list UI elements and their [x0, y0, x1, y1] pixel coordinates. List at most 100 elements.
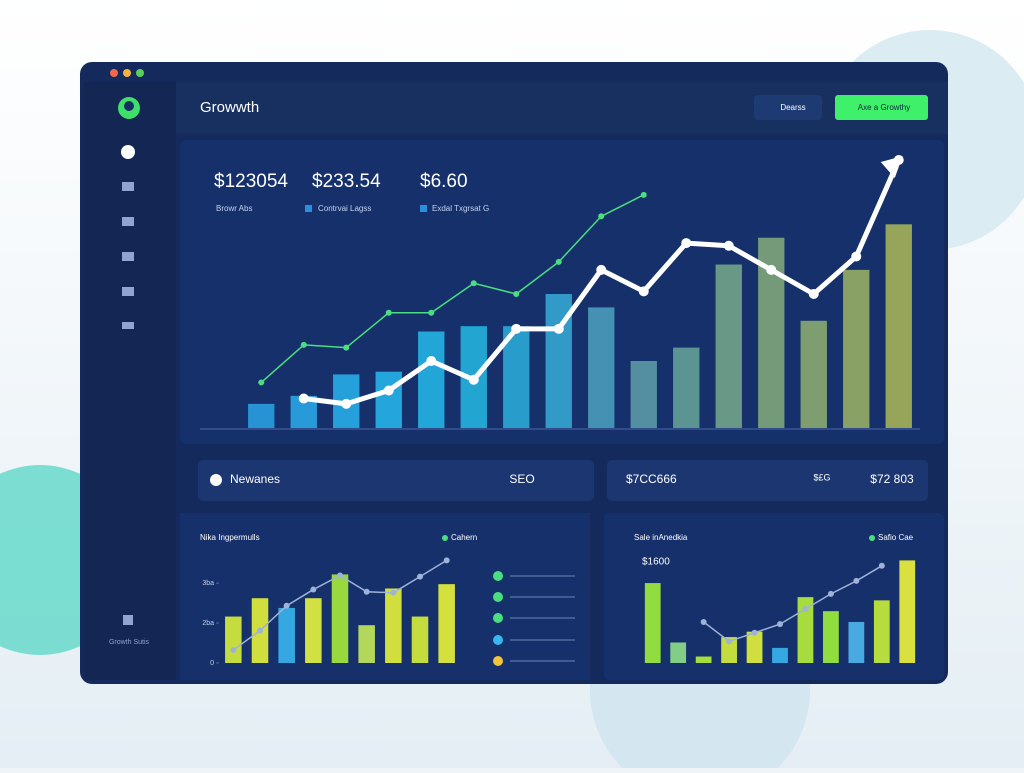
bar	[418, 331, 445, 428]
bar	[848, 621, 865, 663]
line-dot	[596, 264, 607, 275]
info-card[interactable]	[198, 460, 594, 501]
line-dot	[598, 213, 605, 220]
legend-label: Safio Cae	[878, 533, 914, 542]
line-dot	[283, 602, 290, 609]
window-dot[interactable]	[123, 69, 131, 77]
line-dot	[343, 344, 350, 351]
stat-swatch	[305, 205, 312, 212]
info-label: Newanes	[230, 472, 280, 486]
header	[176, 82, 948, 134]
main-panel	[180, 140, 944, 444]
line-dot	[726, 638, 733, 645]
bar	[873, 600, 890, 663]
info-icon	[210, 474, 222, 486]
list-dot	[493, 656, 503, 666]
list-dot	[493, 635, 503, 645]
y-tick-label: 3ba	[202, 580, 214, 587]
bar	[305, 598, 322, 663]
line	[260, 194, 645, 384]
bar	[715, 264, 742, 428]
bar	[248, 403, 275, 428]
nav-icon[interactable]	[122, 322, 134, 329]
legend-label: Cahern	[451, 533, 477, 542]
sidebar	[84, 82, 176, 680]
line-dot	[511, 323, 522, 334]
bar	[411, 616, 429, 663]
line-dot	[428, 309, 435, 316]
arrow-head	[880, 156, 903, 178]
line-dot	[426, 356, 437, 366]
legend-list	[493, 571, 575, 666]
button[interactable]	[835, 95, 928, 120]
y-tick-label: 0	[210, 660, 214, 667]
stat-label: Contrvai Lagss	[318, 204, 371, 213]
nav-icon[interactable]	[122, 182, 134, 191]
line-dot	[808, 289, 819, 299]
nav-icon[interactable]	[121, 145, 135, 159]
panel-title: Nika Ingpermulls	[200, 533, 260, 542]
line-dot	[257, 627, 263, 634]
window-dot[interactable]	[136, 69, 144, 77]
line-dot	[878, 562, 885, 569]
bar	[797, 597, 814, 663]
line-dot	[310, 586, 317, 593]
line-dot	[468, 374, 479, 385]
bar	[331, 574, 349, 663]
line-dot	[853, 577, 860, 584]
info-card[interactable]	[607, 460, 928, 501]
bar	[823, 611, 839, 663]
nav-icon[interactable]	[122, 287, 134, 296]
bar	[670, 642, 687, 663]
line-dot	[723, 240, 734, 251]
legend-marker	[442, 535, 448, 541]
bar	[899, 560, 916, 663]
line-dot	[470, 280, 477, 287]
bar	[673, 347, 700, 428]
line-dot	[230, 647, 237, 654]
bar	[843, 269, 870, 428]
line-dot	[258, 379, 265, 386]
line-dot	[298, 393, 309, 404]
line-dot	[851, 251, 862, 262]
sidebar-footer: Growth Sutis	[109, 639, 150, 646]
window-dot[interactable]	[110, 69, 118, 77]
line-dot	[802, 606, 809, 612]
bar	[695, 656, 712, 663]
bar	[630, 361, 657, 428]
info-value: $72 803	[870, 472, 914, 486]
stat-value: $6.60	[420, 171, 468, 192]
bar	[225, 616, 242, 663]
list-dot	[493, 592, 503, 602]
line-dot	[638, 286, 649, 297]
line-dot	[640, 191, 647, 198]
bar	[358, 625, 375, 663]
nav-icon[interactable]	[122, 252, 134, 261]
line-dot	[417, 573, 423, 580]
line-dot	[553, 323, 564, 334]
annotation: $1600	[642, 557, 670, 568]
bar	[278, 607, 295, 663]
bar	[375, 371, 402, 428]
stat-value: $123054	[214, 171, 288, 192]
bar	[721, 637, 737, 663]
line-dot	[751, 629, 758, 636]
line-dot	[390, 589, 397, 596]
info-tag: $£G	[813, 472, 830, 482]
bar	[385, 588, 402, 663]
line	[703, 565, 883, 643]
line-dot	[700, 618, 707, 625]
line-dot	[383, 385, 394, 396]
bar	[800, 320, 827, 428]
info-tag: SEO	[509, 472, 534, 486]
line-dot	[341, 398, 352, 409]
line-dot	[827, 590, 834, 597]
button[interactable]	[754, 95, 822, 120]
nav-icon[interactable]	[122, 217, 134, 226]
button-label[interactable]: Axe a Growthy	[858, 103, 910, 112]
avatar-head	[124, 101, 134, 111]
nav-icon[interactable]	[123, 615, 133, 625]
button-label[interactable]: Dearss	[780, 103, 805, 112]
